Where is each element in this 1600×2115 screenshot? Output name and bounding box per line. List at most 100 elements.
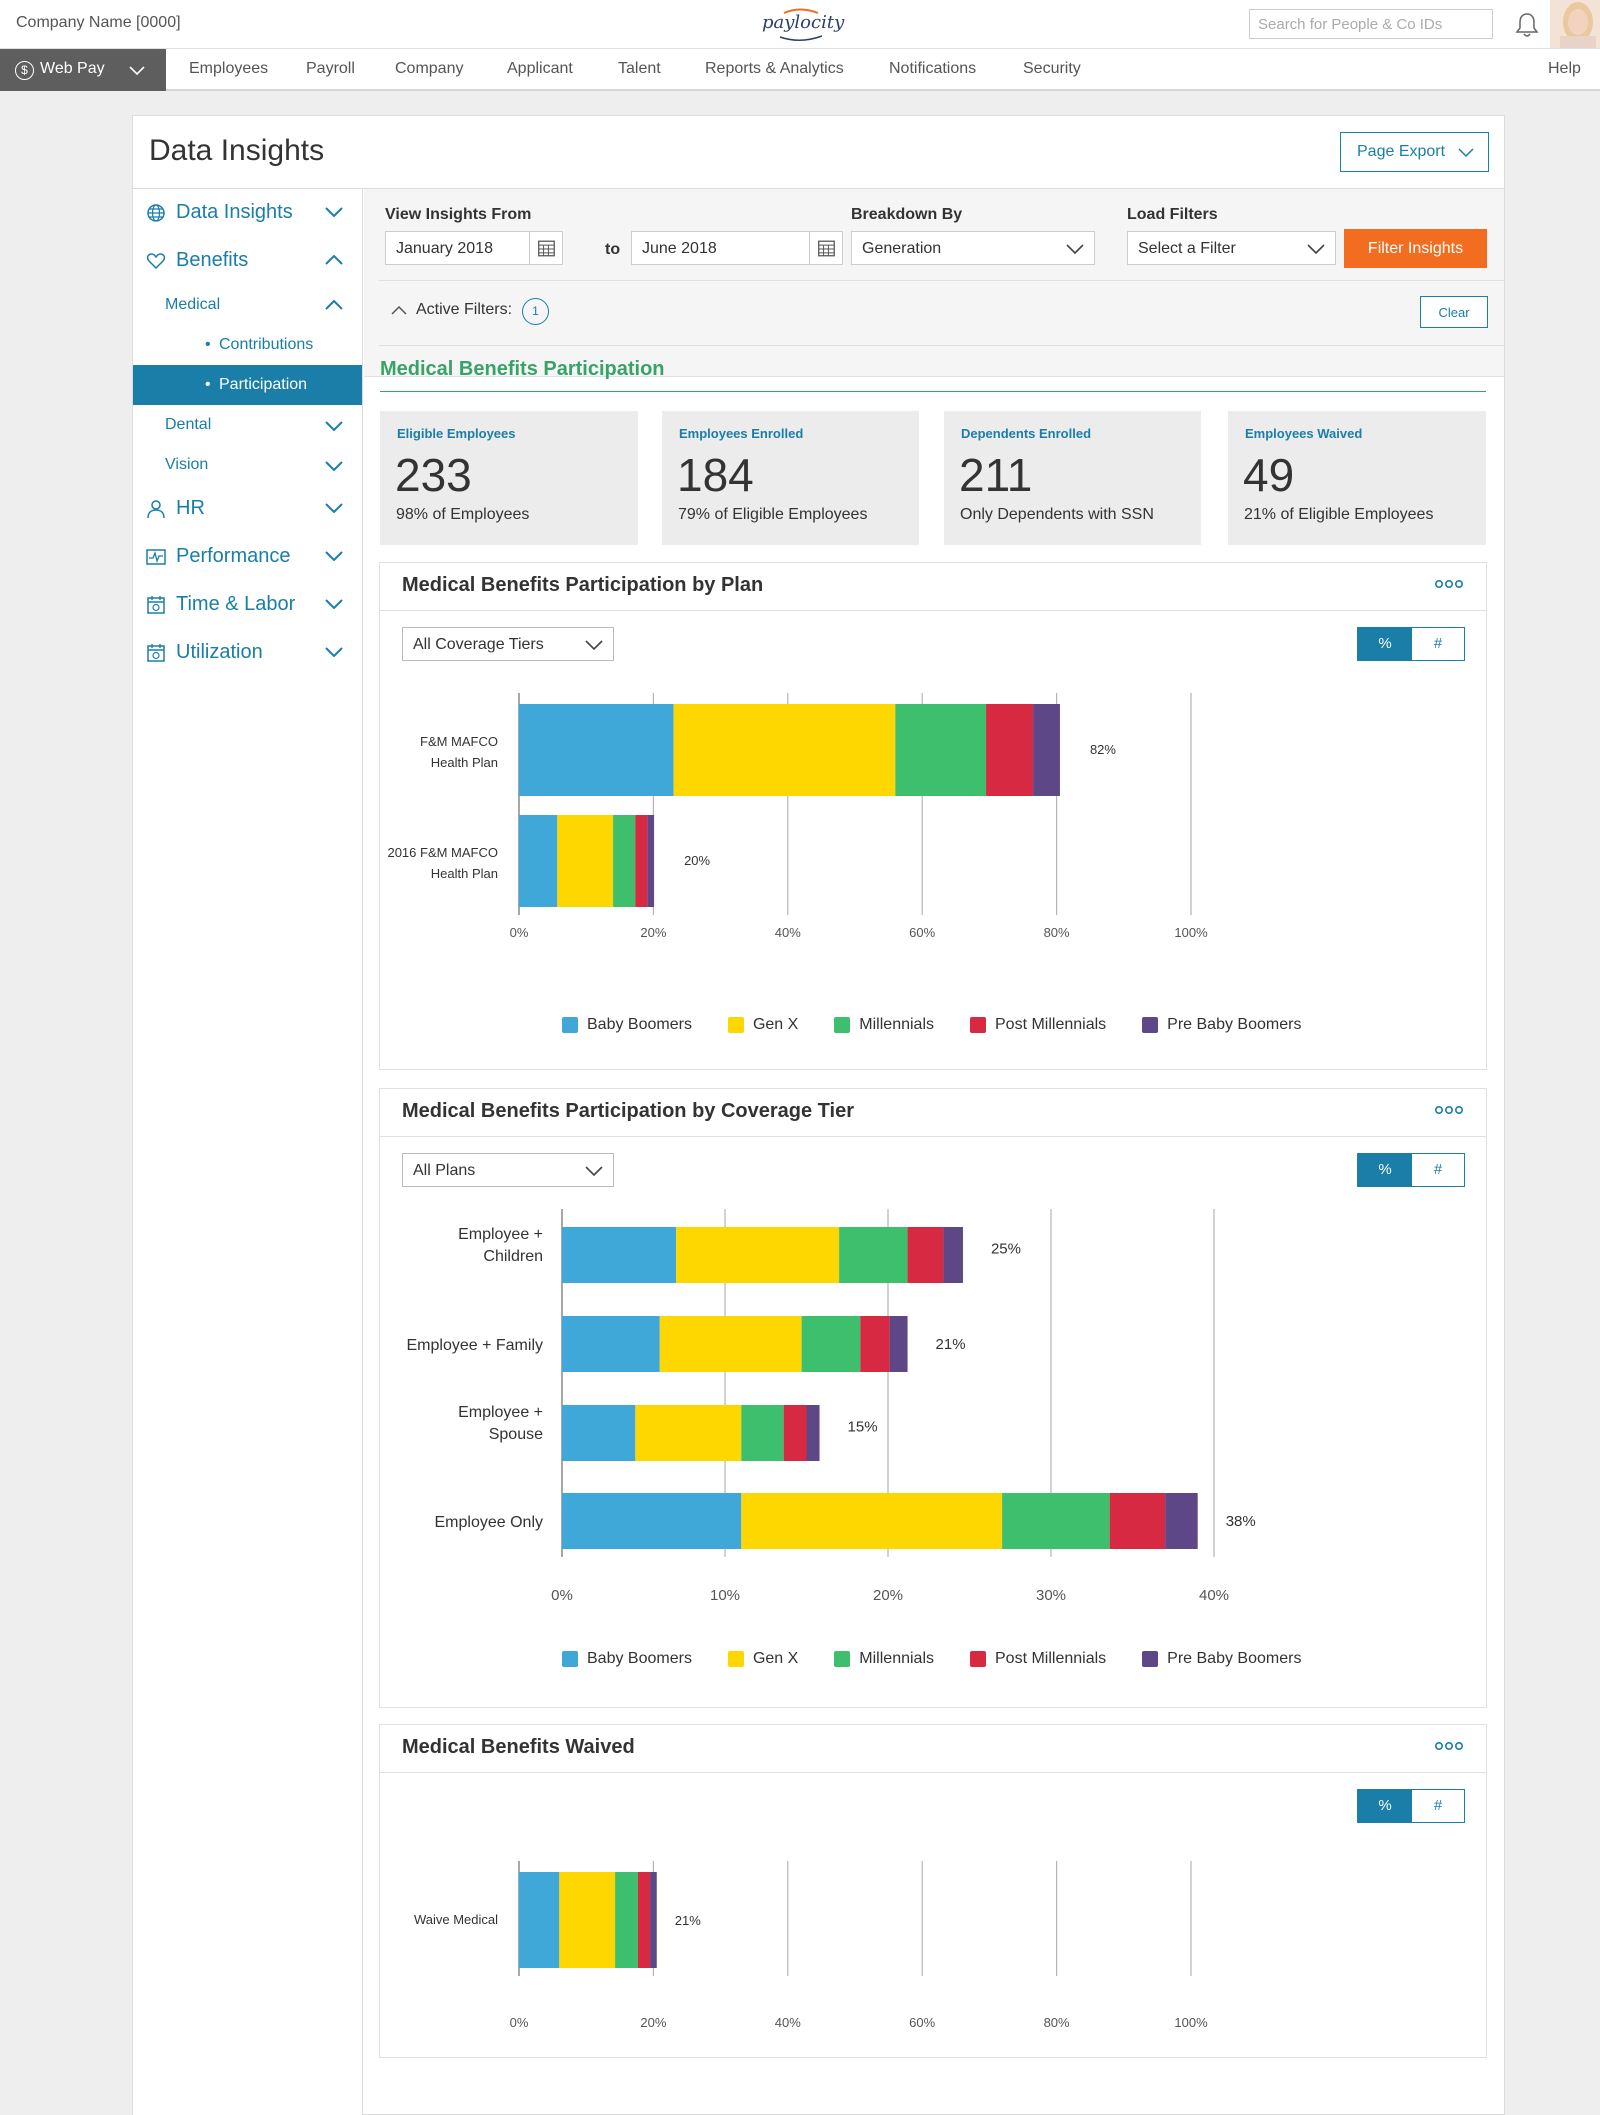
bar-total-label: 25% xyxy=(991,1240,1021,1257)
bar-segment xyxy=(741,1493,1003,1549)
sidebar-item-benefits[interactable]: Benefits xyxy=(133,237,362,285)
panel-title: Medical Benefits Participation by Covera… xyxy=(402,1100,854,1122)
nav-help[interactable]: Help xyxy=(1548,60,1581,77)
clear-filters-button[interactable]: Clear xyxy=(1420,296,1488,328)
legend-item[interactable]: Baby Boomers xyxy=(562,1016,692,1034)
legend-item[interactable]: Millennials xyxy=(834,1016,934,1034)
chart-participation-by-plan: 0% 20% 40% 60% 80% 100% 82% F&M MAFCO Health Pla… xyxy=(387,693,1208,940)
legend-item[interactable]: Millennials xyxy=(834,1650,934,1668)
nav-applicant[interactable]: Applicant xyxy=(507,60,573,77)
legend-swatch xyxy=(727,1651,744,1667)
bar-segment xyxy=(519,704,674,796)
bar-segment xyxy=(839,1227,908,1283)
web-pay-label: Web Pay xyxy=(40,60,105,77)
chevron-up-icon[interactable] xyxy=(391,304,407,316)
legend-item[interactable]: Post Millennials xyxy=(970,1650,1106,1668)
load-filters-select[interactable]: Select a Filter xyxy=(1127,231,1336,265)
web-pay-menu[interactable]: $ Web Pay xyxy=(0,49,166,91)
paylocity-logo[interactable]: paylocity xyxy=(762,6,844,42)
chart-legend: Baby Boomers Gen X Millennials Post Millenn… xyxy=(562,1650,1301,1668)
sidebar-item-participation[interactable]: • Participation xyxy=(133,365,362,405)
heart-icon xyxy=(146,253,166,270)
legend-item[interactable]: Gen X xyxy=(727,1650,798,1668)
bar-segment xyxy=(659,1316,802,1372)
toggle-percent[interactable]: % xyxy=(1358,1790,1412,1822)
sidebar-item-label: Performance xyxy=(176,545,291,567)
bar-segment xyxy=(637,1872,651,1968)
nav-notifications[interactable]: Notifications xyxy=(889,60,977,77)
toggle-count[interactable]: # xyxy=(1412,1790,1464,1822)
category-label: Employee + Family xyxy=(407,1337,544,1354)
page-export-button[interactable]: Page Export xyxy=(1340,132,1489,172)
bar-segment xyxy=(860,1316,890,1372)
calendar-icon[interactable] xyxy=(809,232,842,264)
chart-benefits-waived: 0% 20% 40% 60% 80% 100% 21% Waive Medical xyxy=(414,1861,1208,2030)
legend-item[interactable]: Pre Baby Boomers xyxy=(1142,1016,1301,1034)
legend-label: Pre Baby Boomers xyxy=(1167,1016,1302,1033)
bell-icon[interactable] xyxy=(1512,10,1542,40)
nav-payroll[interactable]: Payroll xyxy=(306,60,355,77)
nav-employees[interactable]: Employees xyxy=(189,60,269,77)
legend-item[interactable]: Pre Baby Boomers xyxy=(1142,1650,1301,1668)
kpi-value: 233 xyxy=(395,449,472,501)
sidebar-item-contributions[interactable]: • Contributions xyxy=(133,325,362,365)
nav-talent[interactable]: Talent xyxy=(618,60,661,77)
bar-segment xyxy=(895,704,987,796)
kpi-value: 49 xyxy=(1243,449,1295,501)
toggle-percent[interactable]: % xyxy=(1358,1154,1412,1186)
sidebar-item-utilization[interactable]: Utilization xyxy=(133,629,362,677)
more-options-icon[interactable] xyxy=(1434,579,1464,589)
bar-segment xyxy=(559,1872,616,1968)
panel-header-divider xyxy=(380,1136,1486,1137)
active-filters-label[interactable]: Active Filters: xyxy=(416,301,513,318)
nav-company[interactable]: Company xyxy=(395,60,464,77)
company-name[interactable]: Company Name [0000] xyxy=(16,14,181,31)
sidebar-item-data-insights[interactable]: Data Insights xyxy=(133,189,362,237)
filter-insights-button[interactable]: Filter Insights xyxy=(1344,229,1487,268)
chevron-down-icon xyxy=(1307,244,1325,255)
people-search-input[interactable] xyxy=(1249,9,1493,39)
sidebar-item-performance[interactable]: Performance xyxy=(133,533,362,581)
more-options-icon[interactable] xyxy=(1434,1741,1464,1751)
user-avatar[interactable] xyxy=(1550,0,1600,48)
date-from-input[interactable]: January 2018 xyxy=(385,231,563,265)
legend-swatch xyxy=(1142,1651,1159,1667)
more-options-icon[interactable] xyxy=(1434,1105,1464,1115)
main-nav: $ Web Pay Employees Payroll Company Appl… xyxy=(0,48,1600,91)
plan-select[interactable]: All Plans xyxy=(402,1153,614,1187)
breakdown-select[interactable]: Generation xyxy=(851,231,1095,265)
sidebar-item-dental[interactable]: Dental xyxy=(133,405,362,445)
legend-swatch xyxy=(970,1017,986,1033)
sidebar-item-label: Medical xyxy=(165,296,221,313)
sidebar-item-medical[interactable]: Medical xyxy=(133,285,362,325)
legend-item[interactable]: Baby Boomers xyxy=(562,1650,692,1668)
toggle-percent[interactable]: % xyxy=(1358,628,1412,660)
nav-reports-analytics[interactable]: Reports & Analytics xyxy=(705,60,844,77)
kpi-employees-waived: Employees Waived 49 21% of Eligible Empl… xyxy=(1228,411,1486,545)
sidebar-item-label: Contributions xyxy=(219,336,314,353)
bar-total-label: 21% xyxy=(675,1913,701,1928)
toggle-count[interactable]: # xyxy=(1412,628,1464,660)
nav-security[interactable]: Security xyxy=(1023,60,1081,77)
category-label: Employee Only xyxy=(435,1514,544,1531)
x-tick-label: 0% xyxy=(551,1587,573,1604)
sidebar-item-vision[interactable]: Vision xyxy=(133,445,362,485)
toggle-count[interactable]: # xyxy=(1412,1154,1464,1186)
breakdown-value: Generation xyxy=(862,240,942,257)
coverage-tier-select[interactable]: All Coverage Tiers xyxy=(402,627,614,661)
sidebar-item-time-labor[interactable]: Time & Labor xyxy=(133,581,362,629)
legend-item[interactable]: Gen X xyxy=(727,1016,798,1034)
bar-total-label: 20% xyxy=(684,853,710,868)
percent-count-toggle: % # xyxy=(1357,1153,1465,1187)
calendar-icon[interactable] xyxy=(529,232,562,264)
sidebar-item-hr[interactable]: HR xyxy=(133,485,362,533)
pulse-chart-icon xyxy=(146,549,166,565)
date-to-input[interactable]: June 2018 xyxy=(631,231,843,265)
panel-header-divider xyxy=(380,610,1486,611)
legend-swatch xyxy=(834,1017,851,1033)
section-title: Medical Benefits Participation xyxy=(380,358,665,380)
date-to-label: to xyxy=(605,241,621,258)
globe-icon xyxy=(147,204,165,222)
bar-segment xyxy=(943,1227,963,1283)
legend-item[interactable]: Post Millennials xyxy=(970,1016,1106,1034)
